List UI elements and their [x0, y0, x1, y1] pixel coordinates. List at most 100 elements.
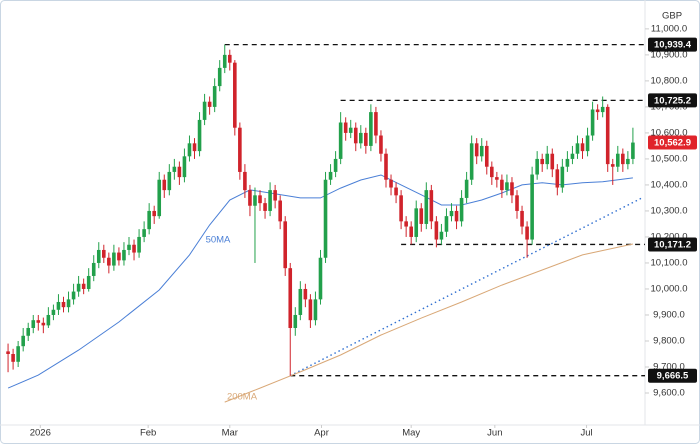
candle-body — [495, 177, 499, 180]
candle-body — [41, 322, 46, 326]
y-tick-label: 10,900.0 — [651, 49, 688, 60]
candle-body — [243, 171, 247, 191]
candle-body — [222, 54, 227, 68]
candle-body — [348, 127, 353, 133]
candle-body — [212, 86, 217, 107]
candle-body — [227, 54, 232, 63]
candle-body — [16, 346, 20, 362]
candle-body — [590, 109, 595, 136]
candle-body — [21, 335, 25, 347]
candle-body — [142, 229, 146, 237]
y-tick-label: 11,000.0 — [651, 23, 687, 34]
candle-body — [575, 143, 580, 154]
candle-body — [6, 351, 10, 354]
candle-body — [96, 249, 101, 263]
currency-label: GBP — [662, 11, 682, 22]
candle-body — [318, 257, 323, 300]
candle-body — [615, 153, 620, 167]
last-price-label: 10,562.9 — [654, 138, 691, 149]
x-tick-label: May — [402, 428, 420, 439]
candle-body — [202, 101, 207, 120]
candle-body — [469, 143, 474, 180]
candle-body — [540, 158, 545, 165]
candle-body — [162, 179, 167, 191]
trendline — [289, 196, 644, 377]
candle-body — [157, 179, 162, 217]
x-tick-label: Jul — [580, 428, 592, 439]
candle-body — [444, 216, 449, 232]
candle-body — [102, 249, 106, 258]
candle-body — [187, 143, 192, 157]
candle-body — [560, 166, 565, 188]
candle-body — [112, 252, 116, 266]
candle-body — [71, 291, 76, 300]
candle-body — [217, 67, 222, 87]
ma-line — [224, 243, 634, 403]
candle-body — [621, 153, 625, 165]
candle-body — [535, 158, 539, 175]
candle-body — [147, 210, 151, 230]
candle-body — [278, 200, 282, 222]
candle-body — [550, 153, 555, 170]
candle-body — [369, 112, 373, 146]
candle-body — [379, 135, 383, 154]
candle-body — [429, 190, 434, 222]
candle-body — [293, 314, 298, 328]
candle-body — [505, 182, 509, 191]
candle-body — [520, 210, 524, 227]
candle-body — [172, 166, 177, 172]
candle-body — [409, 226, 413, 237]
candle-body — [127, 244, 131, 250]
level-label: 10,939.4 — [654, 40, 692, 51]
level-label-box — [648, 37, 697, 52]
candle-body — [580, 143, 585, 152]
candle-body — [555, 169, 560, 188]
y-tick-label: 10,100.0 — [651, 257, 688, 268]
candle-body — [36, 320, 41, 323]
candle-body — [323, 179, 328, 258]
candle-body — [253, 195, 257, 206]
candle-body — [258, 195, 262, 204]
y-tick-label: 10,600.0 — [651, 127, 688, 138]
candle-body — [434, 221, 439, 240]
level-label: 9,666.5 — [657, 371, 689, 382]
candle-body — [192, 143, 197, 152]
level-label: 10,725.2 — [654, 95, 691, 106]
candle-body — [273, 190, 277, 201]
candle-body — [107, 257, 111, 266]
candle-body — [389, 179, 393, 188]
candle-body — [11, 353, 15, 362]
level-label-box — [648, 237, 697, 252]
candle-body — [510, 182, 514, 196]
candle-body — [197, 119, 202, 152]
y-tick-label: 9,600.0 — [653, 388, 685, 399]
candle-body — [76, 283, 81, 292]
candle-body — [177, 166, 182, 178]
candle-body — [353, 127, 358, 144]
candle-body — [631, 142, 635, 159]
candle-body — [288, 268, 293, 328]
x-tick-label: Mar — [222, 428, 238, 439]
candle-body — [399, 195, 403, 222]
candle-body — [56, 301, 61, 310]
candle-body — [167, 171, 172, 191]
candle-body — [404, 221, 408, 227]
candle-body — [207, 101, 212, 107]
candle-body — [152, 210, 156, 217]
candle-body — [303, 288, 308, 300]
ma-label: 50MA — [206, 235, 231, 246]
candle-body — [51, 309, 56, 315]
candle-body — [474, 143, 479, 157]
candle-body — [283, 221, 288, 269]
candle-body — [132, 244, 136, 253]
y-tick-label: 10,300.0 — [651, 205, 688, 216]
candle-body — [484, 145, 489, 167]
candle-body — [515, 195, 519, 211]
y-tick-label: 10,800.0 — [651, 75, 688, 86]
y-tick-label: 10,500.0 — [651, 153, 688, 164]
candle-body — [61, 301, 66, 308]
candle-body — [298, 288, 303, 315]
candle-body — [449, 210, 454, 217]
